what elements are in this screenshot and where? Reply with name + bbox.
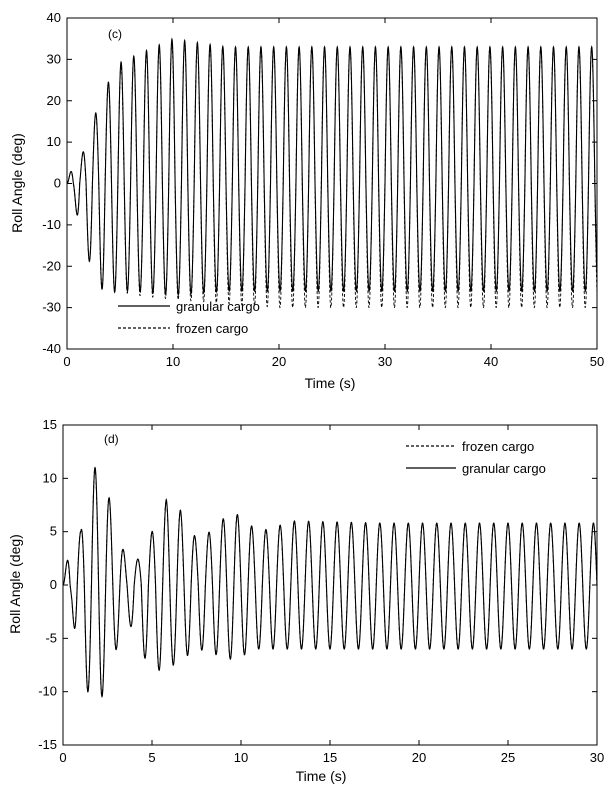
series-line-granular-cargo	[62, 466, 598, 698]
y-tick-label: 0	[54, 176, 61, 191]
series-line-granular-cargo	[66, 37, 598, 297]
panel-label: (d)	[104, 432, 119, 446]
y-tick-label: 10	[47, 134, 61, 149]
y-tick-label: -5	[45, 630, 57, 645]
y-axis-label: Roll Angle (deg)	[9, 133, 25, 233]
x-tick-label: 40	[484, 354, 498, 369]
y-tick-label: 30	[47, 51, 61, 66]
y-tick-label: -10	[42, 217, 61, 232]
x-axis-label: Time (s)	[296, 768, 347, 784]
y-tick-label: 40	[47, 10, 61, 25]
y-tick-label: 15	[43, 417, 57, 432]
y-tick-label: 0	[50, 577, 57, 592]
x-tick-label: 20	[412, 750, 426, 765]
y-tick-label: 5	[50, 524, 57, 539]
series-line-frozen-cargo	[66, 42, 598, 309]
legend-label-frozen: frozen cargo	[176, 321, 248, 336]
x-tick-label: 25	[501, 750, 515, 765]
y-tick-label: -40	[42, 341, 61, 356]
x-tick-label: 10	[166, 354, 180, 369]
panel-label: (c)	[108, 27, 122, 41]
x-tick-label: 10	[234, 750, 248, 765]
y-tick-label: -10	[38, 684, 57, 699]
x-tick-label: 0	[59, 750, 66, 765]
x-tick-label: 30	[590, 750, 604, 765]
y-tick-label: -15	[38, 737, 57, 752]
y-tick-label: -20	[42, 258, 61, 273]
x-axis-label: Time (s)	[305, 375, 356, 391]
x-tick-label: 0	[63, 354, 70, 369]
y-tick-label: -30	[42, 300, 61, 315]
y-tick-label: 10	[43, 470, 57, 485]
y-axis-label: Roll Angle (deg)	[7, 534, 23, 634]
series-line-frozen-cargo	[62, 467, 598, 698]
x-tick-label: 20	[272, 354, 286, 369]
chart-panel-c: (c) Time (s) Roll Angle (deg) granular c…	[9, 10, 604, 391]
x-tick-label: 30	[378, 354, 392, 369]
legend-label-frozen: frozen cargo	[462, 439, 534, 454]
legend-label-granular: granular cargo	[462, 461, 546, 476]
x-tick-label: 5	[148, 750, 155, 765]
x-tick-label: 15	[323, 750, 337, 765]
chart-panel-d: (d) Time (s) Roll Angle (deg) frozen car…	[7, 417, 604, 784]
x-tick-label: 50	[590, 354, 604, 369]
legend-label-granular: granular cargo	[176, 299, 260, 314]
y-tick-label: 20	[47, 93, 61, 108]
